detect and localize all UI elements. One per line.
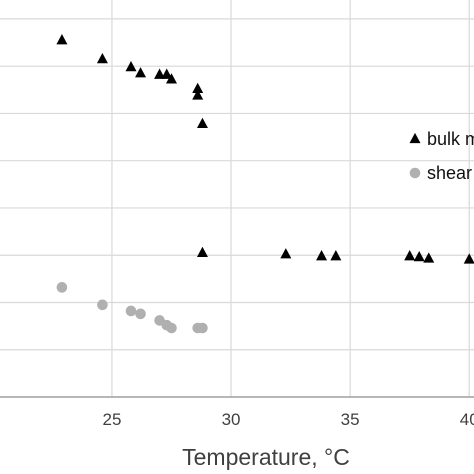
data-point-triangle [161,68,173,79]
x-tick-label: 40 [460,410,474,429]
x-tick-labels: 25 30 35 40 [102,410,474,429]
x-tick-label: 35 [341,410,360,429]
legend-label: bulk m [427,129,474,149]
data-point-triangle [196,117,208,128]
data-point-triangle [154,68,166,79]
data-point-triangle [413,250,425,262]
data-point-triangle [330,250,342,261]
series-1 [56,282,208,334]
data-point-triangle [192,89,204,100]
data-point-triangle [125,60,137,72]
data-point-circle [56,282,68,293]
data-point-triangle [280,248,292,259]
data-point-circle [125,305,137,317]
data-point-triangle [192,82,204,94]
series-0 [56,34,474,264]
legend-marker-triangle [409,132,421,144]
data-point-triangle [56,34,68,45]
x-tick-label: 25 [102,410,121,429]
data-point-circle [97,299,108,311]
legend: bulk m shear [409,129,474,183]
grid [0,0,474,397]
legend-label: shear [427,163,472,183]
data-point-circle [197,322,208,334]
data-series [56,34,474,334]
data-point-triangle [96,52,108,64]
data-point-circle [166,322,177,334]
data-point-triangle [463,253,474,264]
data-point-triangle [423,252,435,263]
data-point-circle [135,308,146,320]
x-axis-title: Temperature, °C [182,444,350,470]
data-point-triangle [165,73,177,84]
legend-marker-circle [409,167,421,179]
data-point-triangle [196,246,208,258]
data-point-triangle [316,250,328,261]
data-point-triangle [135,67,147,78]
x-tick-label: 30 [222,410,241,429]
data-point-triangle [404,250,416,261]
